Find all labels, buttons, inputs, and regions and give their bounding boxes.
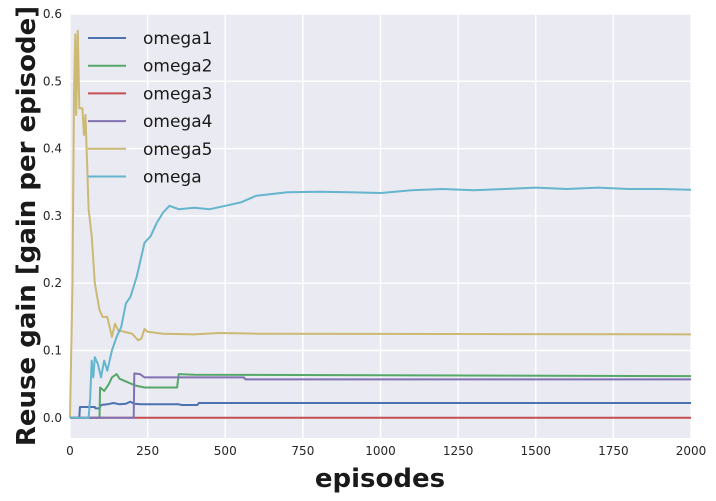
x-tick-label: 1500 — [520, 444, 551, 458]
y-tick-label: 0.4 — [43, 142, 62, 156]
series-line-omega5 — [69, 29, 692, 418]
x-tick-labels: 0 250 500 750 1000 1250 1500 1750 2000 — [66, 444, 706, 458]
x-tick-label: 1250 — [443, 444, 474, 458]
x-tick-label: 0 — [66, 444, 74, 458]
y-tick-label: 0.2 — [43, 276, 62, 290]
y-axis-label: Reuse gain [gain per episode] — [12, 6, 42, 446]
x-axis-label: episodes — [315, 464, 445, 494]
x-tick-label: 250 — [136, 444, 159, 458]
legend-label-omega: omega — [143, 168, 202, 188]
y-tick-label: 0.3 — [43, 209, 62, 223]
legend-label-omega1: omega1 — [143, 29, 212, 49]
x-tick-label: 2000 — [676, 444, 707, 458]
series-line-omega4 — [70, 372, 691, 419]
y-tick-label: 0.0 — [43, 411, 62, 425]
legend-label-omega2: omega2 — [143, 57, 212, 77]
legend-label-omega3: omega3 — [143, 84, 212, 104]
series-line-omega2 — [70, 373, 692, 419]
series-lines — [69, 29, 692, 419]
x-tick-label: 1750 — [598, 444, 629, 458]
y-tick-label: 0.5 — [43, 74, 62, 88]
y-tick-labels: 0.0 0.1 0.2 0.3 0.4 0.5 0.6 — [43, 7, 62, 425]
x-tick-label: 1000 — [365, 444, 396, 458]
series-line-omega1 — [70, 400, 691, 419]
y-tick-label: 0.1 — [43, 344, 62, 358]
x-tick-label: 500 — [214, 444, 237, 458]
legend-label-omega5: omega5 — [143, 140, 212, 160]
series-line-omega — [70, 186, 692, 419]
x-tick-label: 750 — [291, 444, 314, 458]
legend: omega1 omega2 omega3 omega4 omega5 omega — [88, 29, 212, 188]
legend-label-omega4: omega4 — [143, 112, 212, 132]
y-tick-label: 0.6 — [43, 7, 62, 21]
